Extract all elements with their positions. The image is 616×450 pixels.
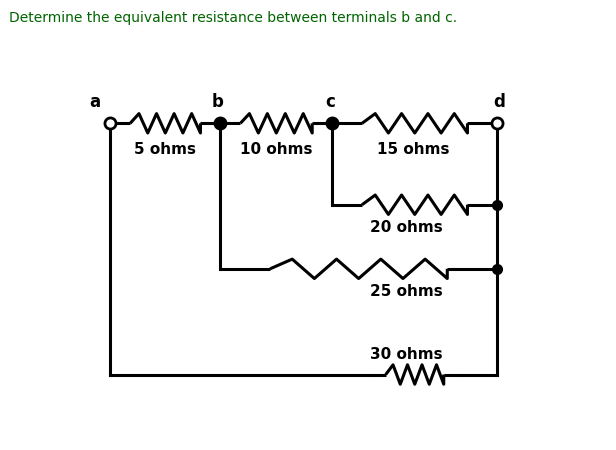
Text: 30 ohms: 30 ohms [370,347,443,362]
Text: d: d [493,93,506,111]
Text: 20 ohms: 20 ohms [370,220,443,235]
Text: Determine the equivalent resistance between terminals b and c.: Determine the equivalent resistance betw… [9,11,457,25]
Text: a: a [89,93,100,111]
Text: b: b [212,93,224,111]
Text: 15 ohms: 15 ohms [378,142,450,157]
Text: 25 ohms: 25 ohms [370,284,443,299]
Text: 10 ohms: 10 ohms [240,142,313,157]
Text: 5 ohms: 5 ohms [134,142,197,157]
Text: c: c [325,93,335,111]
